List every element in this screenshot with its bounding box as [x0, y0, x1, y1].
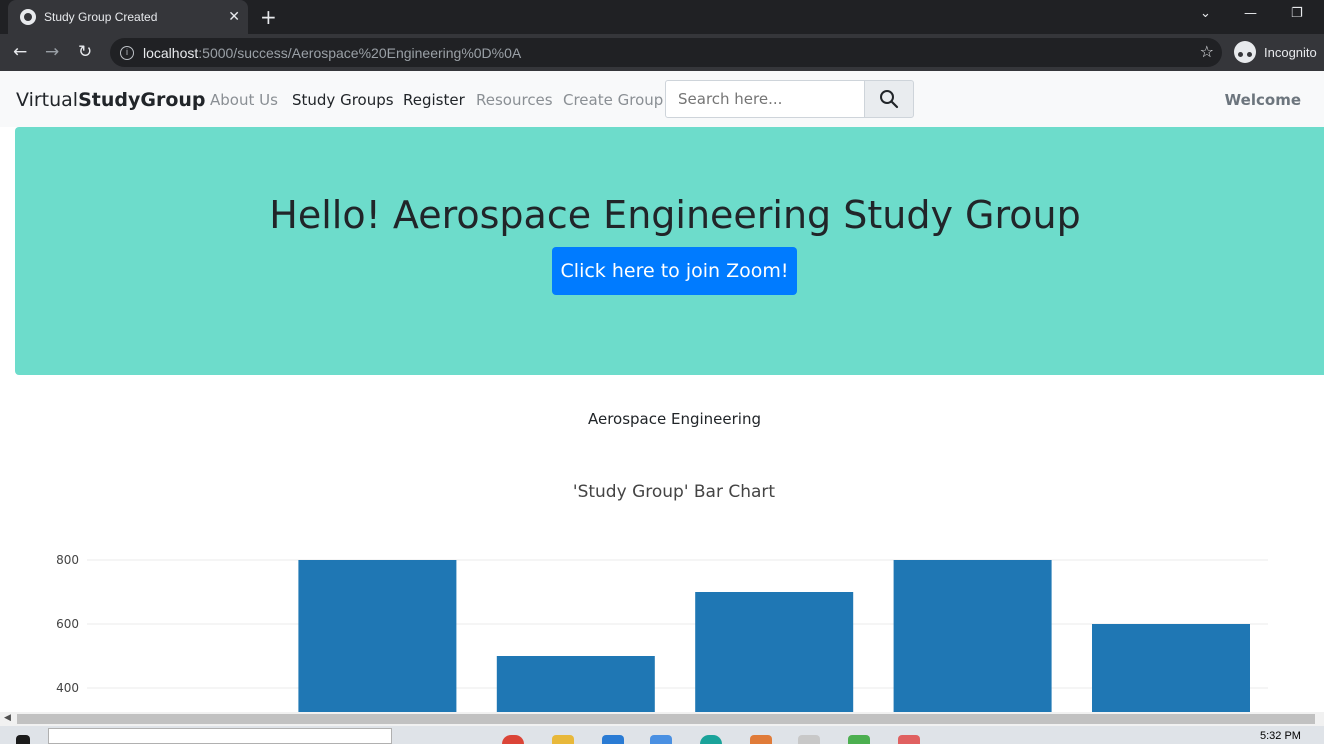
- close-tab-icon[interactable]: ✕: [228, 9, 240, 25]
- file-explorer-icon[interactable]: [552, 735, 574, 744]
- vscode-icon[interactable]: [602, 735, 624, 744]
- bar: [496, 656, 655, 712]
- app-icon[interactable]: [650, 735, 672, 744]
- taskbar-search[interactable]: [48, 728, 392, 744]
- horizontal-scrollbar[interactable]: ◀: [0, 712, 1324, 726]
- y-tick-label: 400: [56, 681, 79, 695]
- incognito-icon: [1234, 41, 1256, 63]
- nav-study-groups[interactable]: Study Groups: [292, 91, 394, 109]
- clock: 5:32 PM: [1260, 730, 1301, 742]
- incognito-label: Incognito: [1264, 44, 1317, 60]
- app-icon[interactable]: [750, 735, 772, 744]
- forward-icon[interactable]: →: [45, 42, 60, 62]
- nav-about-us[interactable]: About Us: [210, 91, 278, 109]
- site-navbar: VirtualStudyGroup About Us Study Groups …: [0, 71, 1324, 127]
- new-tab-icon[interactable]: +: [260, 5, 277, 29]
- scroll-left-icon[interactable]: ◀: [4, 713, 11, 723]
- brand-bold: StudyGroup: [78, 89, 206, 111]
- search-input[interactable]: [665, 80, 865, 118]
- bar-chart: 'Study Group' Bar Chart 400 600 800: [0, 460, 1324, 712]
- incognito-indicator[interactable]: Incognito: [1234, 41, 1317, 63]
- nav-create-group[interactable]: Create Group: [563, 91, 664, 109]
- nav-resources[interactable]: Resources: [476, 91, 553, 109]
- welcome-text: Welcome: [1224, 91, 1301, 109]
- join-zoom-button[interactable]: Click here to join Zoom!: [552, 247, 797, 295]
- app-icon[interactable]: [898, 735, 920, 744]
- y-tick-label: 600: [56, 617, 79, 631]
- reload-icon[interactable]: ↻: [78, 42, 93, 62]
- browser-tab[interactable]: Study Group Created ✕: [8, 0, 248, 34]
- bookmark-star-icon[interactable]: ☆: [1199, 42, 1214, 61]
- globe-icon: [20, 9, 36, 25]
- restore-icon[interactable]: ❐: [1291, 6, 1303, 21]
- scrollbar-thumb[interactable]: [17, 714, 1315, 724]
- bar: [1092, 624, 1250, 712]
- y-tick-label: 800: [56, 553, 79, 567]
- brand-logo[interactable]: VirtualStudyGroup: [16, 89, 206, 111]
- address-bar[interactable]: i localhost:5000/success/Aerospace%20Eng…: [110, 38, 1222, 67]
- search-button[interactable]: [864, 80, 914, 118]
- group-name: Aerospace Engineering: [587, 410, 761, 428]
- back-icon[interactable]: ←: [13, 42, 28, 62]
- bar: [893, 560, 1052, 712]
- nav-register[interactable]: Register: [403, 91, 465, 109]
- chart-title: 'Study Group' Bar Chart: [573, 482, 776, 502]
- bar: [298, 560, 457, 712]
- edge-icon[interactable]: [700, 735, 722, 744]
- info-icon[interactable]: i: [120, 45, 134, 60]
- hero-heading: Hello! Aerospace Engineering Study Group: [269, 193, 1081, 237]
- chrome-icon[interactable]: [502, 735, 524, 744]
- url-host: localhost: [143, 44, 199, 61]
- browser-tab-strip: Study Group Created ✕ + ⌄ — ❐: [0, 0, 1324, 34]
- bar-chart-svg: 'Study Group' Bar Chart 400 600 800: [56, 482, 1268, 712]
- hero-banner: Hello! Aerospace Engineering Study Group…: [15, 127, 1324, 375]
- minimize-icon[interactable]: —: [1244, 6, 1257, 21]
- tab-title: Study Group Created: [44, 10, 158, 24]
- notepad-icon[interactable]: [798, 735, 820, 744]
- app-icon[interactable]: [848, 735, 870, 744]
- url-path: :5000/success/Aerospace%20Engineering%0D…: [198, 44, 522, 61]
- browser-toolbar: ← → ↻ i localhost:5000/success/Aerospace…: [0, 34, 1324, 71]
- search-icon: [880, 90, 899, 109]
- os-taskbar: 5:32 PM: [0, 726, 1324, 744]
- windows-start-icon[interactable]: [16, 735, 30, 744]
- tab-search-icon[interactable]: ⌄: [1200, 6, 1211, 21]
- brand-light: Virtual: [16, 89, 79, 111]
- bar: [695, 592, 854, 712]
